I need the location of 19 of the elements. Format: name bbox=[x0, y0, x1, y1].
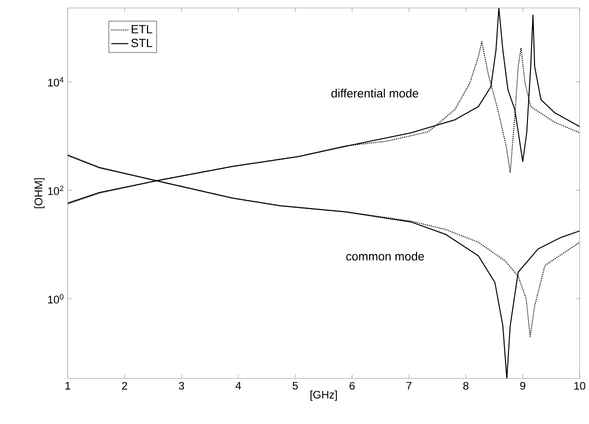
y-tick-label: 10$^{4}$ bbox=[48, 77, 64, 86]
x-tick-label: 3 bbox=[178, 382, 184, 390]
y-tick-label: 10$^{2}$ bbox=[48, 185, 64, 195]
x-tick-label: 9 bbox=[520, 382, 526, 390]
y-tick-label: 10$^{0}$ bbox=[48, 294, 64, 304]
legend-label: ETL bbox=[132, 24, 152, 34]
x-tick-label: 10 bbox=[574, 382, 586, 390]
x-tick-label: 2 bbox=[122, 382, 128, 390]
x-tick-label: 8 bbox=[463, 382, 468, 390]
x-axis-title: [GHz] bbox=[310, 390, 337, 401]
x-tick-label: 7 bbox=[406, 382, 412, 390]
x-tick-label: 4 bbox=[236, 382, 242, 390]
annotation: differential mode bbox=[331, 88, 418, 98]
y-axis-title: [OHM] bbox=[34, 178, 44, 208]
annotation: common mode bbox=[346, 252, 424, 260]
x-tick-label: 6 bbox=[350, 382, 355, 390]
x-tick-label: 1 bbox=[66, 382, 70, 390]
legend-label: STL bbox=[131, 38, 152, 48]
x-tick-label: 5 bbox=[292, 382, 298, 390]
